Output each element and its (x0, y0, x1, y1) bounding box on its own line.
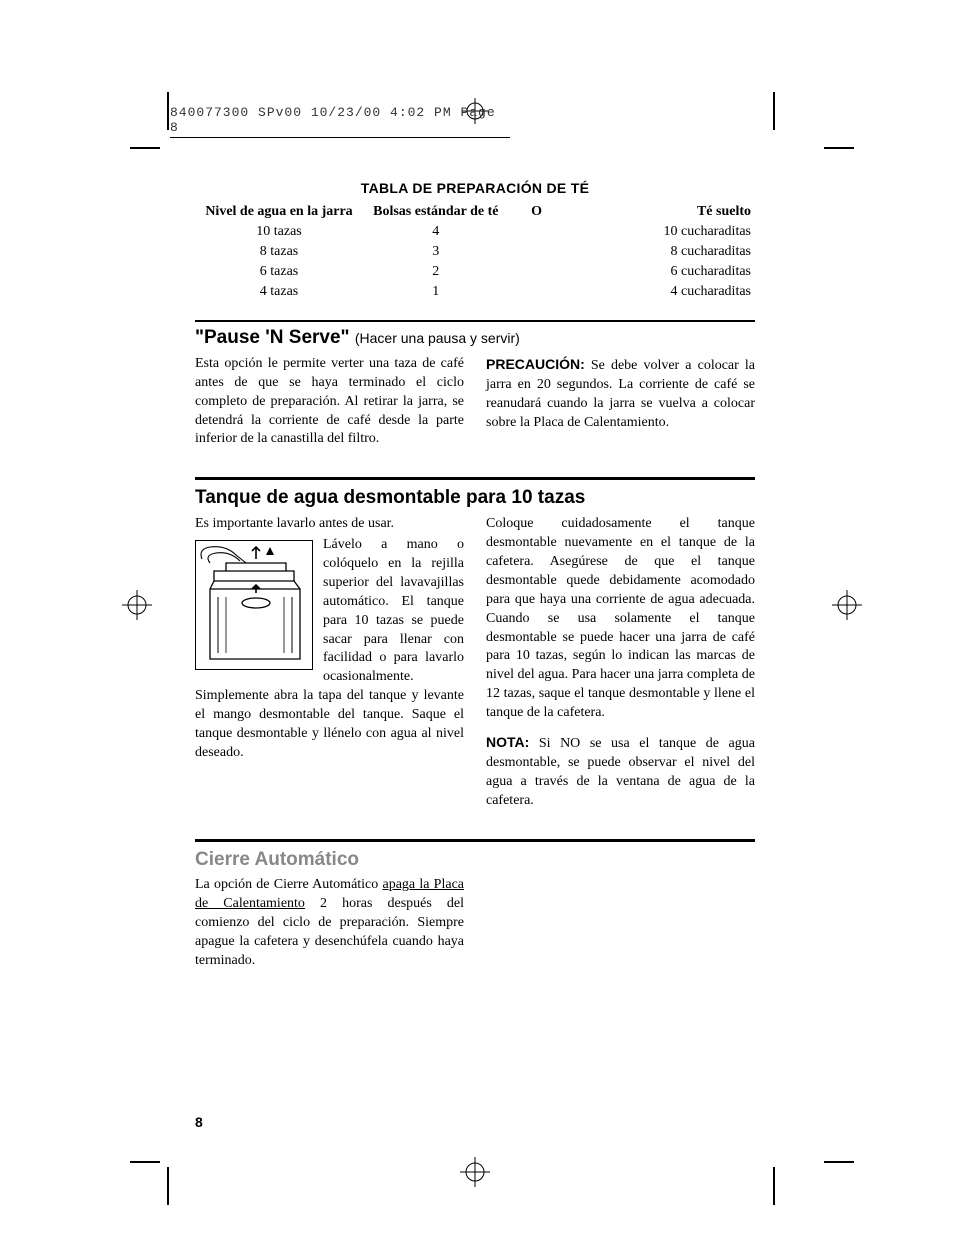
registration-mark-icon (832, 590, 862, 620)
tank-illustration (195, 540, 313, 670)
two-column-body: Es importante lavarlo antes de usar. (195, 515, 755, 820)
crop-mark (773, 92, 775, 130)
col-header: Bolsas estándar de té (363, 202, 509, 222)
divider (195, 320, 755, 322)
registration-mark-icon (122, 590, 152, 620)
body-text: Es importante lavarlo antes de usar. (195, 515, 464, 534)
table-title: TABLA DE PREPARACIÓN DE TÉ (195, 180, 755, 196)
table-cell (509, 282, 565, 302)
divider (195, 477, 755, 480)
print-slug: 840077300 SPv00 10/23/00 4:02 PM Page 8 (170, 105, 510, 138)
body-text: La opción de Cierre Automático (195, 877, 383, 892)
col-header: Nivel de agua en la jarra (195, 202, 363, 222)
heading-subtitle: (Hacer una pausa y servir) (355, 330, 520, 346)
body-text-with-figure: Lávelo a mano o colóquelo en la rejilla … (195, 536, 464, 763)
tea-table: Nivel de agua en la jarra Bolsas estánda… (195, 202, 755, 302)
callout-label: PRECAUCIÓN: (486, 356, 585, 372)
table-cell: 4 cucharaditas (565, 282, 755, 302)
body-text: Coloque cuidadosamente el tanque desmont… (486, 515, 755, 723)
table-cell: 10 tazas (195, 222, 363, 242)
table-row: 10 tazas4 10 cucharaditas (195, 222, 755, 242)
crop-mark (167, 1167, 169, 1205)
crop-mark (824, 147, 854, 149)
two-column-body: La opción de Cierre Automático apaga la … (195, 876, 755, 980)
table-cell (509, 262, 565, 282)
col-header: Té suelto (565, 202, 755, 222)
table-cell: 4 tazas (195, 282, 363, 302)
table-cell: 10 cucharaditas (565, 222, 755, 242)
body-text: NOTA: Si NO se usa el tanque de agua des… (486, 733, 755, 811)
table-cell: 3 (363, 242, 509, 262)
table-cell (509, 222, 565, 242)
crop-mark (130, 1161, 160, 1163)
table-cell: 6 tazas (195, 262, 363, 282)
scanned-page: 840077300 SPv00 10/23/00 4:02 PM Page 8 … (0, 0, 954, 1235)
body-text: Esta opción le permite verter una taza d… (195, 355, 464, 449)
section-heading-tanque: Tanque de agua desmontable para 10 tazas (195, 488, 755, 509)
table-header-row: Nivel de agua en la jarra Bolsas estánda… (195, 202, 755, 222)
crop-mark (773, 1167, 775, 1205)
page-number: 8 (195, 1114, 203, 1130)
table-row: 8 tazas3 8 cucharaditas (195, 242, 755, 262)
table-cell: 2 (363, 262, 509, 282)
table-cell: 1 (363, 282, 509, 302)
section-heading-pause-n-serve: "Pause 'N Serve" (Hacer una pausa y serv… (195, 328, 755, 349)
table-cell: 4 (363, 222, 509, 242)
table-row: 6 tazas2 6 cucharaditas (195, 262, 755, 282)
crop-mark (824, 1161, 854, 1163)
table-cell: 6 cucharaditas (565, 262, 755, 282)
two-column-body: Esta opción le permite verter una taza d… (195, 355, 755, 459)
table-row: 4 tazas1 4 cucharaditas (195, 282, 755, 302)
crop-mark (130, 147, 160, 149)
section-heading-cierre: Cierre Automático (195, 850, 755, 871)
divider (195, 839, 755, 842)
body-text: PRECAUCIÓN: Se debe volver a colocar la … (486, 355, 755, 433)
body-text: Lávelo a mano o colóquelo en la rejilla … (323, 537, 464, 646)
page-content: TABLA DE PREPARACIÓN DE TÉ Nivel de agua… (195, 180, 755, 981)
table-cell: 8 cucharaditas (565, 242, 755, 262)
table-cell: 8 tazas (195, 242, 363, 262)
registration-mark-icon (460, 1157, 490, 1187)
table-cell (509, 242, 565, 262)
crop-mark (167, 92, 169, 130)
col-header: O (509, 202, 565, 222)
callout-label: NOTA: (486, 734, 529, 750)
body-text: La opción de Cierre Automático apaga la … (195, 876, 464, 970)
heading-title: "Pause 'N Serve" (195, 327, 350, 348)
